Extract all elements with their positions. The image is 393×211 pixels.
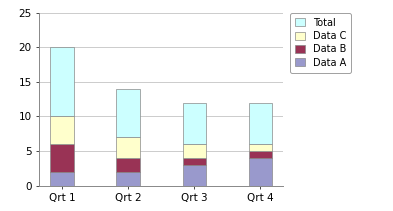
Bar bbox=[50, 116, 73, 144]
Bar bbox=[183, 158, 206, 165]
Bar bbox=[183, 144, 206, 158]
Bar bbox=[249, 151, 272, 158]
Bar bbox=[183, 103, 206, 144]
Bar bbox=[183, 165, 206, 186]
Bar bbox=[50, 47, 73, 116]
Bar bbox=[116, 158, 140, 172]
Bar bbox=[50, 144, 73, 172]
Bar bbox=[50, 172, 73, 186]
Bar bbox=[249, 144, 272, 151]
Legend: Total, Data C, Data B, Data A: Total, Data C, Data B, Data A bbox=[290, 13, 351, 73]
Bar bbox=[116, 89, 140, 137]
Bar bbox=[116, 137, 140, 158]
Bar bbox=[116, 172, 140, 186]
Bar bbox=[249, 158, 272, 186]
Bar bbox=[249, 103, 272, 144]
